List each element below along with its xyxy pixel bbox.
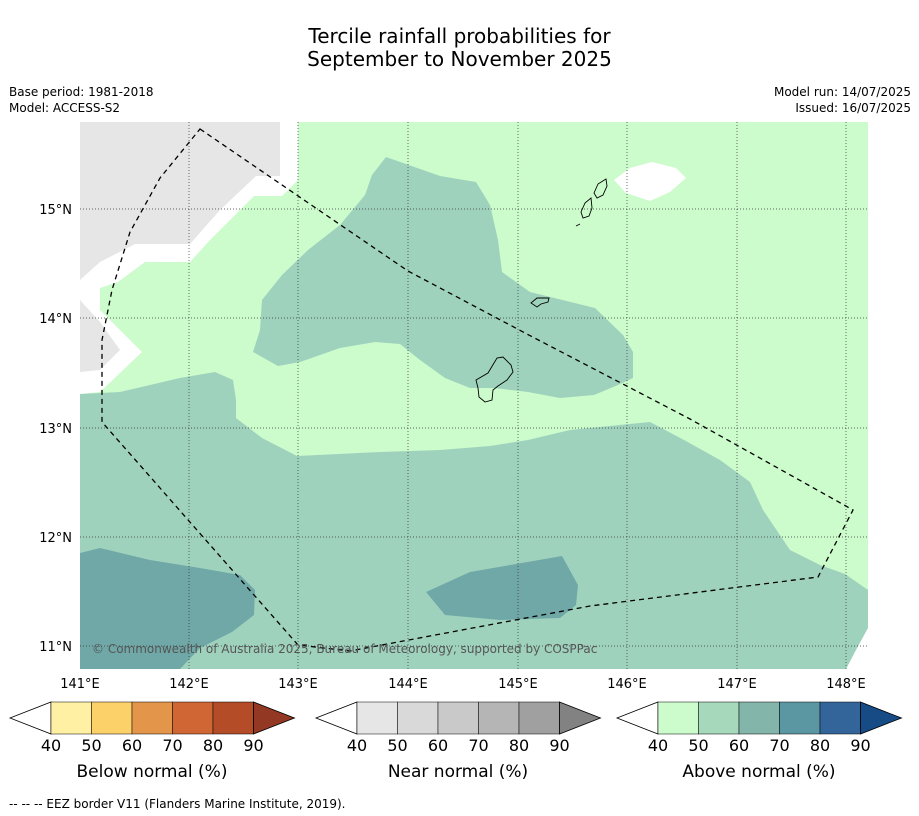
colorbar-near-tick: 60 (428, 736, 448, 755)
lon-label: 143°E (278, 677, 318, 692)
region-white-blob (614, 162, 686, 201)
colorbar-near-tick: 70 (468, 736, 488, 755)
colorbar-above-segment (819, 701, 861, 735)
island-rota (530, 297, 550, 308)
lat-label: 13°N (39, 422, 72, 437)
colorbar-near-tick: 40 (347, 736, 367, 755)
region-above-60-70-west (80, 548, 255, 669)
colorbar-near-min-extend (314, 701, 358, 735)
colorbar-label-above: Above normal (%) (682, 762, 836, 782)
colorbar-label-below: Below normal (%) (76, 762, 228, 782)
region-above-50-60-north (253, 157, 633, 398)
colorbar-below-segment (131, 701, 173, 735)
colorbar-label-near: Near normal (%) (387, 762, 529, 782)
colorbar-near-tick: 50 (387, 736, 407, 755)
region-above-60-70-central (426, 556, 578, 620)
colorbar-near-segment (518, 701, 560, 735)
issued-date: Issued: 16/07/2025 (795, 101, 911, 115)
colorbar-above-tick: 40 (648, 736, 668, 755)
model-name: Model: ACCESS-S2 (9, 101, 121, 115)
colorbar-above-segment (657, 701, 699, 735)
colorbar-below-min-extend (8, 701, 52, 735)
lat-label: 11°N (39, 640, 72, 655)
region-above-50-60-south (80, 372, 868, 669)
lat-label: 12°N (39, 531, 72, 546)
lat-label: 14°N (39, 312, 72, 327)
colorbar-above-tick: 50 (688, 736, 708, 755)
colorbar-above-min-extend (615, 701, 659, 735)
colorbar-below-segment (91, 701, 133, 735)
region-white-corner (846, 628, 868, 669)
island-guam (475, 356, 514, 403)
copyright-text: © Commonwealth of Australia 2025, Bureau… (92, 642, 597, 656)
colorbar-below-tick: 70 (162, 736, 182, 755)
map-gridlines (80, 122, 868, 669)
colorbar-below-tick: 50 (81, 736, 101, 755)
map-plot-area (80, 122, 868, 669)
lon-label: 147°E (717, 677, 757, 692)
lon-label: 142°E (169, 677, 209, 692)
colorbar-near-max-extend (559, 701, 602, 735)
colorbar-near-segment (478, 701, 520, 735)
colorbar-below-max-extend (253, 701, 296, 735)
colorbar-above-max-extend (860, 701, 903, 735)
colorbar-above-segment (779, 701, 821, 735)
colorbar-above-tick: 90 (850, 736, 870, 755)
colorbar-below-tick: 60 (122, 736, 142, 755)
island-outlines (475, 178, 608, 403)
colorbars: 40 50 60 70 80 90 40 50 60 70 80 90 40 50 60 70 80 90 (8, 701, 903, 755)
title-line-2: September to November 2025 (307, 47, 612, 71)
colorbar-above-segment (698, 701, 740, 735)
longitude-labels: 141°E 142°E 143°E 144°E 145°E 146°E 147°… (60, 677, 866, 692)
base-period: Base period: 1981-2018 (9, 85, 154, 99)
latitude-labels: 15°N 14°N 13°N 12°N 11°N (39, 203, 72, 655)
title-line-1: Tercile rainfall probabilities for (308, 24, 611, 48)
eez-border (101, 128, 854, 652)
colorbar-below-segment (172, 701, 214, 735)
colorbar-below-segment (50, 701, 92, 735)
island-saipan (593, 178, 608, 199)
island-tinian (580, 197, 593, 219)
colorbar-above-tick: 80 (810, 736, 830, 755)
model-run: Model run: 14/07/2025 (773, 85, 911, 99)
lon-label: 148°E (826, 677, 866, 692)
colorbar-above-tick: 60 (729, 736, 749, 755)
colorbar-below-segment (212, 701, 254, 735)
colorbar-near-segment (437, 701, 479, 735)
lon-label: 145°E (498, 677, 538, 692)
colorbar-near-tick: 90 (549, 736, 569, 755)
colorbar-above-segment (738, 701, 780, 735)
colorbar-near-segment (397, 701, 439, 735)
colorbar-above-tick: 70 (769, 736, 789, 755)
lon-label: 144°E (388, 677, 428, 692)
colorbar-below-tick: 80 (203, 736, 223, 755)
colorbar-below-tick: 40 (41, 736, 61, 755)
island-aguijan (575, 223, 581, 227)
colorbar-below-tick: 90 (243, 736, 263, 755)
lon-label: 146°E (607, 677, 647, 692)
eez-footnote: -- -- -- EEZ border V11 (Flanders Marine… (9, 797, 346, 811)
colorbar-near-segment (356, 701, 398, 735)
colorbar-near-tick: 80 (509, 736, 529, 755)
lon-label: 141°E (60, 677, 100, 692)
region-no-data (80, 122, 280, 280)
lat-label: 15°N (39, 203, 72, 218)
